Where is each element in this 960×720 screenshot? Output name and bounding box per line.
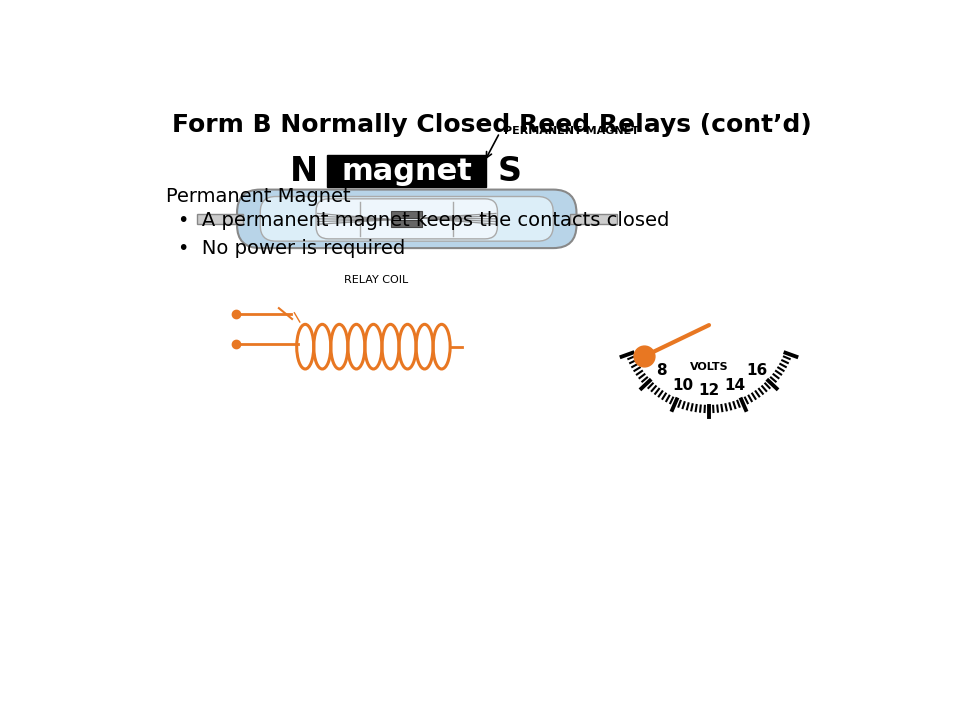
Text: N: N	[290, 155, 318, 188]
Text: 8: 8	[656, 362, 666, 377]
Text: RELAY COIL: RELAY COIL	[344, 275, 408, 285]
Bar	[392, 220, 422, 227]
Bar	[570, 214, 616, 224]
Text: magnet: magnet	[342, 156, 472, 186]
Text: VOLTS: VOLTS	[689, 362, 729, 372]
Text: •  A permanent magnet keeps the contacts closed: • A permanent magnet keeps the contacts …	[179, 211, 669, 230]
Bar	[327, 155, 486, 187]
Bar	[197, 214, 243, 224]
Text: S: S	[497, 155, 521, 188]
Text: 10: 10	[672, 378, 693, 392]
Text: 12: 12	[698, 383, 720, 398]
FancyBboxPatch shape	[237, 189, 576, 248]
Text: •  No power is required: • No power is required	[179, 239, 405, 258]
Text: 16: 16	[746, 362, 768, 377]
FancyBboxPatch shape	[260, 197, 553, 241]
FancyBboxPatch shape	[316, 199, 497, 239]
Text: PERMANENT MAGNET: PERMANENT MAGNET	[504, 126, 638, 136]
Text: Form B Normally Closed Reed Relays (cont’d): Form B Normally Closed Reed Relays (cont…	[172, 113, 812, 138]
Text: Permanent Magnet: Permanent Magnet	[166, 186, 351, 205]
Bar	[392, 211, 422, 218]
Text: 14: 14	[725, 378, 746, 392]
